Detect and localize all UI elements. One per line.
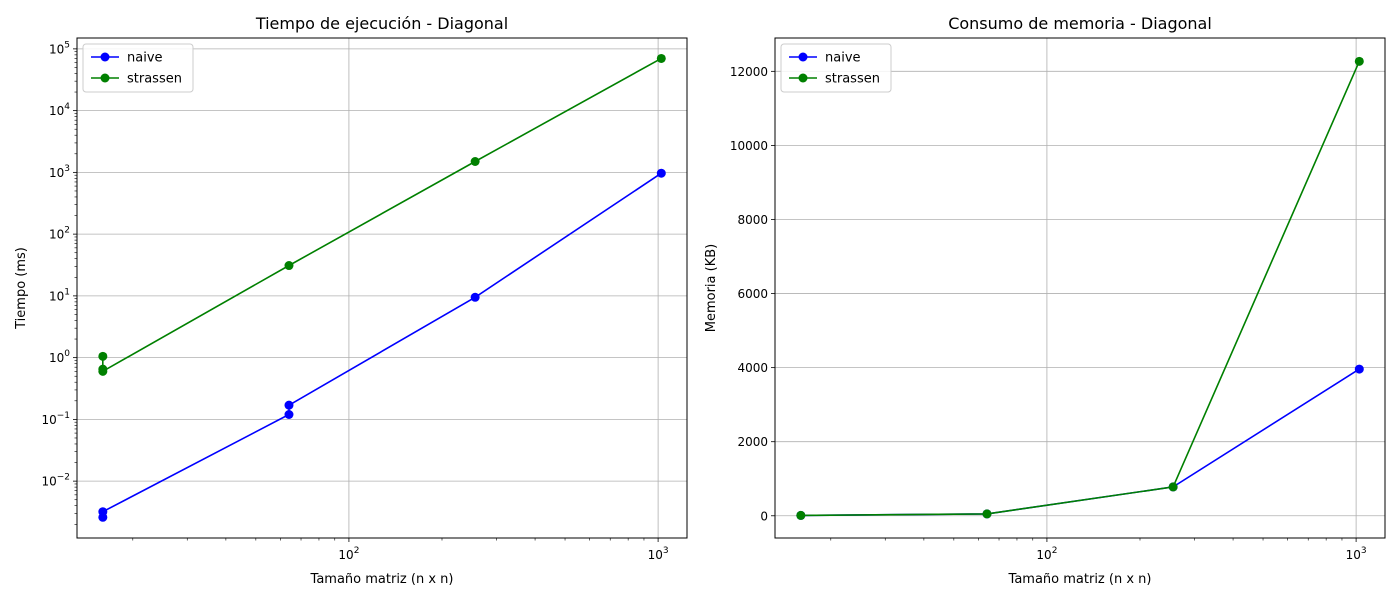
legend-marker-naive — [798, 52, 808, 62]
data-point-naive — [284, 400, 294, 410]
y-tick-label: 10000 — [730, 139, 768, 153]
y-tick-label: 100 — [49, 349, 70, 365]
y-tick-label: 12000 — [730, 65, 768, 79]
axes-frame — [774, 37, 1386, 539]
data-point-strassen — [98, 366, 108, 376]
legend-label-strassen: strassen — [127, 72, 182, 87]
chart-panel-2: 102 103 0 2000 4000 6000 8000 10000 12000 Consumo… — [704, 14, 1386, 587]
y-tick-label: 102 — [49, 226, 70, 242]
legend-box — [780, 43, 892, 93]
legend: naive strassen — [780, 43, 892, 93]
series-line-naive — [800, 368, 1360, 517]
legend-box — [82, 43, 194, 93]
x-tick-label: 103 — [1346, 546, 1367, 562]
legend-marker-strassen — [100, 73, 110, 83]
legend: naive strassen — [82, 43, 194, 93]
chart-title: Consumo de memoria - Diagonal — [948, 14, 1212, 33]
y-axis-label: Memoria (KB) — [704, 244, 719, 332]
data-point-naive — [98, 507, 108, 517]
y-tick-label: 4000 — [737, 361, 768, 375]
chart-panel-1: 102 103 10−2 10−1 100 101 102 103 104 105 Tiempo d… — [14, 14, 688, 587]
legend-label-naive: naive — [825, 51, 861, 66]
data-point-strassen — [656, 53, 666, 63]
x-tick-label: 102 — [1036, 546, 1057, 562]
data-point-naive — [1354, 364, 1364, 374]
y-axis-label: Tiempo (ms) — [14, 247, 29, 330]
axes-frame — [76, 37, 688, 539]
series-line-strassen — [102, 57, 662, 373]
data-point-strassen — [284, 261, 294, 271]
y-tick-label: 8000 — [737, 213, 768, 227]
legend-marker-naive — [100, 52, 110, 62]
y-tick-label: 103 — [49, 164, 70, 180]
chart-title: Tiempo de ejecución - Diagonal — [255, 14, 508, 33]
data-point-naive — [470, 292, 480, 302]
data-point-strassen — [1168, 482, 1178, 492]
x-axis-label: Tamaño matriz (n x n) — [1008, 572, 1152, 587]
x-tick-label: 103 — [648, 546, 669, 562]
y-tick-label: 104 — [49, 102, 70, 118]
data-point-strassen — [470, 157, 480, 167]
y-tick-label: 101 — [49, 287, 70, 303]
y-tick-label: 6000 — [737, 287, 768, 301]
data-point-strassen — [98, 351, 108, 361]
series-line-strassen — [800, 60, 1361, 517]
data-point-naive — [284, 409, 294, 419]
y-tick-label: 2000 — [737, 435, 768, 449]
series-line-naive — [102, 172, 662, 518]
x-tick-label: 102 — [338, 546, 359, 562]
data-point-naive — [656, 168, 666, 178]
legend-marker-strassen — [798, 73, 808, 83]
data-point-strassen — [982, 509, 992, 519]
y-tick-label: 105 — [49, 40, 70, 56]
data-point-strassen — [1354, 56, 1364, 66]
y-tick-label: 10−1 — [41, 411, 70, 427]
legend-label-strassen: strassen — [825, 72, 880, 87]
legend-label-naive: naive — [127, 51, 163, 66]
x-axis-label: Tamaño matriz (n x n) — [310, 572, 454, 587]
y-tick-label: 10−2 — [41, 473, 70, 489]
y-tick-label: 0 — [760, 509, 768, 523]
data-point-strassen — [796, 510, 806, 520]
